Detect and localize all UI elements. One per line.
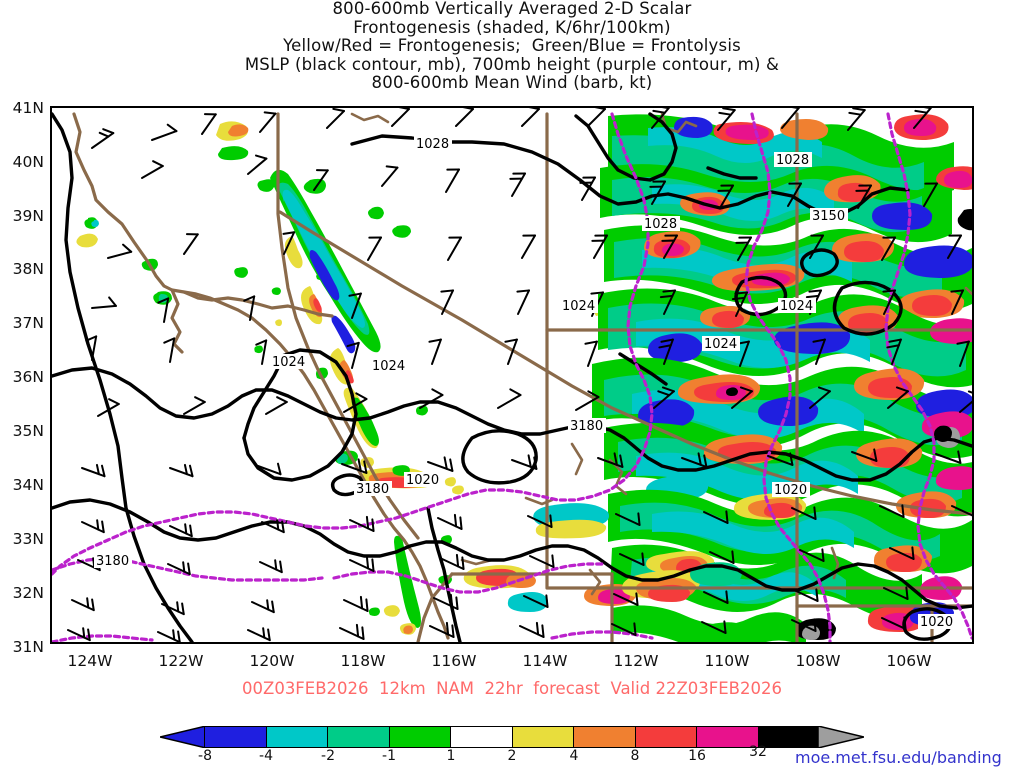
colorbar-tick--4: -4 (259, 748, 273, 764)
colorbar-seg-7 (635, 727, 697, 747)
svg-text:3180: 3180 (570, 419, 603, 434)
colorbar-seg-8 (697, 727, 759, 747)
y-tick-36N: 36N (12, 368, 44, 386)
svg-text:3180: 3180 (96, 554, 129, 569)
svg-text:1024: 1024 (562, 299, 595, 314)
colorbar-low-arrow (160, 726, 206, 748)
colorbar-tick--2: -2 (321, 748, 335, 764)
colorbar-tick-16: 16 (688, 748, 706, 764)
y-tick-41N: 41N (12, 99, 44, 117)
map-canvas: 1028 1028 1028 1024 1024 1024 1024 1024 (52, 108, 972, 642)
colorbar-seg-6 (574, 727, 636, 747)
colorbar-tick-4: 4 (569, 748, 579, 764)
colorbar: -8 -4 -2 -1 1 2 4 8 16 32 (160, 726, 864, 768)
attribution-link[interactable]: moe.met.fsu.edu/banding (795, 748, 1002, 767)
title-line-1: 800-600mb Vertically Averaged 2-D Scalar (332, 0, 692, 18)
x-tick-112W: 112W (613, 652, 659, 670)
shading-east-dense (463, 114, 972, 642)
x-tick-122W: 122W (158, 652, 204, 670)
colorbar-tick-2: 2 (507, 748, 517, 764)
colorbar-tick-1: 1 (446, 748, 456, 764)
y-tick-37N: 37N (12, 314, 44, 332)
x-tick-118W: 118W (340, 652, 386, 670)
colorbar-seg-9 (758, 727, 819, 747)
colorbar-segments (204, 726, 820, 748)
x-tick-124W: 124W (67, 652, 113, 670)
colorbar-seg-1 (266, 727, 328, 747)
y-tick-34N: 34N (12, 476, 44, 494)
y-tick-40N: 40N (12, 153, 44, 171)
y-tick-35N: 35N (12, 422, 44, 440)
x-tick-120W: 120W (249, 652, 295, 670)
wind-barbs (67, 108, 972, 642)
y-tick-38N: 38N (12, 260, 44, 278)
svg-text:1020: 1020 (406, 473, 439, 488)
title-line-5: 800-600mb Mean Wind (barb, kt) (371, 73, 653, 93)
x-tick-116W: 116W (431, 652, 477, 670)
map-plot-area: 1028 1028 1028 1024 1024 1024 1024 1024 (50, 106, 974, 644)
svg-text:1020: 1020 (920, 615, 953, 630)
colorbar-tick--8: -8 (198, 748, 212, 764)
svg-text:1024: 1024 (780, 299, 813, 314)
svg-text:3180: 3180 (356, 482, 389, 497)
x-tick-110W: 110W (704, 652, 750, 670)
svg-text:1028: 1028 (644, 217, 677, 232)
colorbar-seg-2 (328, 727, 390, 747)
svg-text:3150: 3150 (812, 209, 845, 224)
contour-labels: 1028 1028 1028 1024 1024 1024 1024 1024 (94, 136, 956, 630)
svg-text:1024: 1024 (704, 337, 737, 352)
shading-sierra-band (270, 169, 381, 449)
colorbar-seg-0 (205, 727, 267, 747)
y-tick-32N: 32N (12, 584, 44, 602)
x-tick-114W: 114W (522, 652, 568, 670)
colorbar-high-arrow (818, 726, 864, 748)
svg-text:1024: 1024 (372, 359, 405, 374)
colorbar-seg-3 (389, 727, 451, 747)
svg-text:1024: 1024 (272, 355, 305, 370)
svg-text:1028: 1028 (776, 153, 809, 168)
colorbar-tick-8: 8 (630, 748, 640, 764)
colorbar-tick-32: 32 (749, 744, 767, 760)
chart-title: 800-600mb Vertically Averaged 2-D Scalar… (0, 0, 1024, 93)
colorbar-tick--1: -1 (382, 748, 396, 764)
svg-text:1028: 1028 (416, 137, 449, 152)
forecast-caption: 00Z03FEB2026 12km NAM 22hr forecast Vali… (242, 679, 782, 698)
x-tick-108W: 108W (795, 652, 841, 670)
y-tick-39N: 39N (12, 207, 44, 225)
x-tick-106W: 106W (886, 652, 932, 670)
y-tick-33N: 33N (12, 530, 44, 548)
title-line-4: MSLP (black contour, mb), 700mb height (… (244, 54, 780, 74)
colorbar-seg-4 (451, 727, 513, 747)
svg-text:1020: 1020 (774, 483, 807, 498)
title-line-3: Yellow/Red = Frontogenesis; Green/Blue =… (283, 36, 741, 56)
y-tick-31N: 31N (12, 638, 44, 656)
colorbar-seg-5 (512, 727, 574, 747)
title-line-2: Frontogenesis (shaded, K/6hr/100km) (353, 17, 671, 37)
